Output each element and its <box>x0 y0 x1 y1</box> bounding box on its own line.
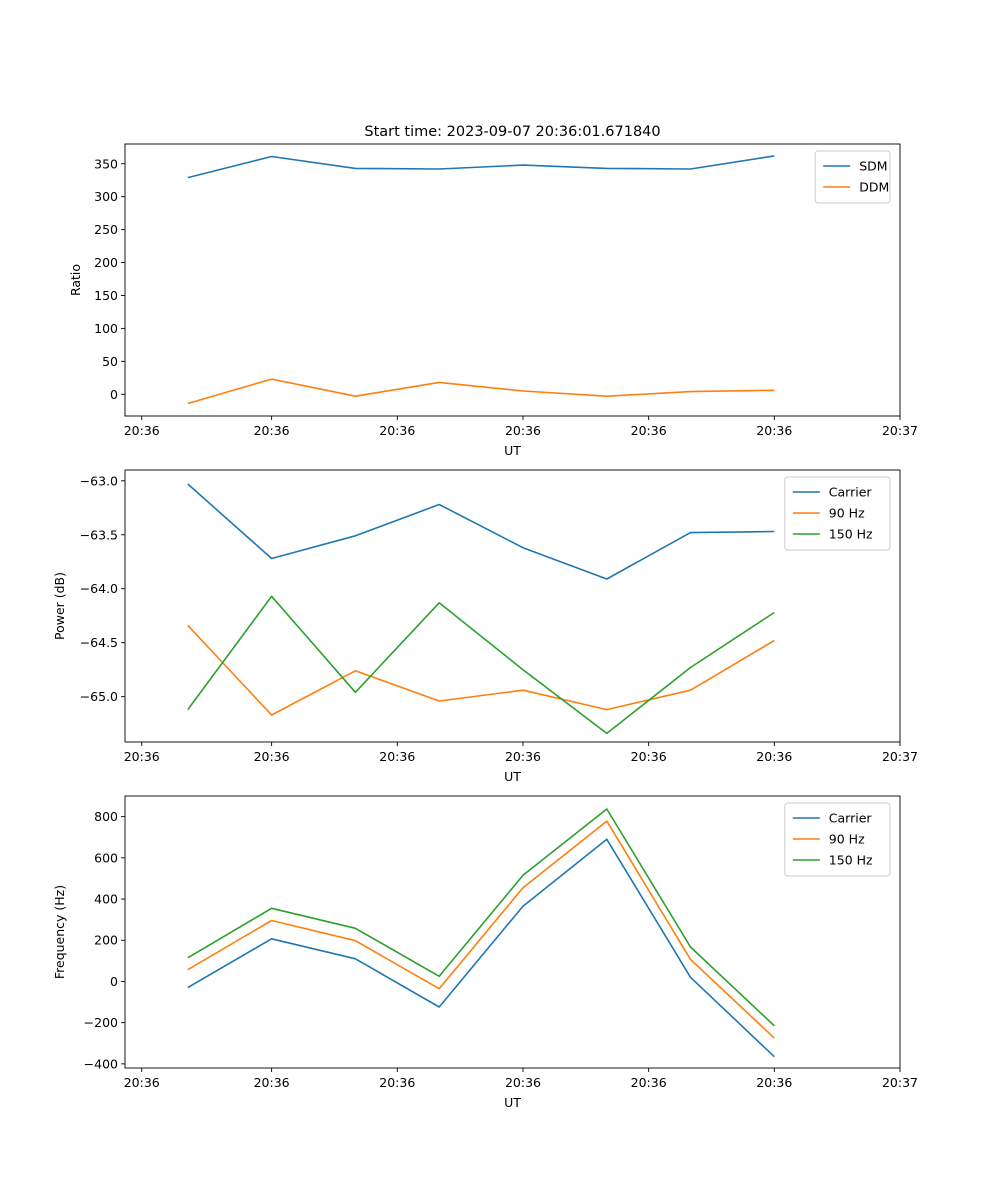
chart-title: Start time: 2023-09-07 20:36:01.671840 <box>364 124 660 140</box>
y-tick-label: 0 <box>110 387 118 402</box>
legend-label: 150 Hz <box>829 527 873 542</box>
x-tick-label: 20:36 <box>124 749 160 764</box>
x-tick-label: 20:36 <box>756 1075 792 1090</box>
y-tick-label: 200 <box>94 255 118 270</box>
x-tick-label: 20:36 <box>254 1075 290 1090</box>
x-tick-label: 20:37 <box>882 1075 918 1090</box>
y-tick-label: 350 <box>94 156 118 171</box>
series-line-ddm <box>187 378 775 405</box>
x-tick-label: 20:36 <box>254 749 290 764</box>
legend-box <box>784 476 891 551</box>
series-line-150-hz <box>187 595 775 735</box>
x-tick-label: 20:36 <box>631 423 667 438</box>
x-tick-label: 20:36 <box>631 749 667 764</box>
x-tick-label: 20:37 <box>882 749 918 764</box>
y-tick-label: −63.0 <box>80 473 118 488</box>
y-tick-label: −63.5 <box>80 527 118 542</box>
y-tick-label: 100 <box>94 321 118 336</box>
x-tick-label: 20:36 <box>505 423 541 438</box>
series-line-carrier <box>187 838 775 1058</box>
y-tick-label: 150 <box>94 288 118 303</box>
x-axis-label: UT <box>504 769 521 784</box>
legend-label: 90 Hz <box>829 506 865 521</box>
x-axis-label: UT <box>504 443 521 458</box>
x-axis-label: UT <box>504 1095 521 1110</box>
series-line-sdm <box>187 155 775 179</box>
legend-box <box>814 150 891 204</box>
y-tick-label: 50 <box>102 354 118 369</box>
x-tick-label: 20:36 <box>124 1075 160 1090</box>
y-axis-label: Ratio <box>68 264 83 296</box>
y-tick-label: 600 <box>94 850 118 865</box>
y-tick-label: −65.0 <box>80 689 118 704</box>
x-tick-label: 20:36 <box>505 1075 541 1090</box>
x-tick-label: 20:36 <box>505 749 541 764</box>
y-tick-label: 200 <box>94 933 118 948</box>
y-tick-label: −400 <box>84 1056 118 1071</box>
y-tick-label: 300 <box>94 189 118 204</box>
legend-label: DDM <box>859 180 889 195</box>
y-tick-label: 250 <box>94 222 118 237</box>
y-axis-label: Power (dB) <box>52 572 67 640</box>
legend-box <box>784 802 891 877</box>
frequency-subplot: 20:36 20:36 20:36 20:36 20:36 20:36 20:37 −400 −… <box>52 795 918 1110</box>
power-subplot: 20:36 20:36 20:36 20:36 20:36 20:36 20:37 −65.0… <box>52 469 918 784</box>
series-line-150-hz <box>187 808 775 1027</box>
y-tick-label: 800 <box>94 809 118 824</box>
y-tick-label: −200 <box>84 1015 118 1030</box>
ratio-subplot: Start time: 2023-09-07 20:36:01.671840 20… <box>68 124 918 458</box>
power-plot-area <box>125 470 900 742</box>
y-tick-label: 400 <box>94 892 118 907</box>
y-axis-label: Frequency (Hz) <box>52 885 67 979</box>
x-tick-label: 20:36 <box>756 423 792 438</box>
x-tick-label: 20:36 <box>379 1075 415 1090</box>
y-tick-label: −64.5 <box>80 635 118 650</box>
legend-label: SDM <box>859 159 887 174</box>
ratio-axes-frame <box>124 143 901 417</box>
x-tick-label: 20:36 <box>379 423 415 438</box>
ratio-plot-area <box>125 144 900 416</box>
series-line-carrier <box>187 483 775 580</box>
frequency-plot-area <box>125 796 900 1068</box>
x-tick-label: 20:36 <box>756 749 792 764</box>
frequency-axes-frame <box>124 795 901 1069</box>
series-line-90-hz <box>187 820 775 1039</box>
legend-label: 90 Hz <box>829 832 865 847</box>
x-tick-label: 20:36 <box>254 423 290 438</box>
legend-label: 150 Hz <box>829 853 873 868</box>
x-tick-label: 20:36 <box>379 749 415 764</box>
x-tick-label: 20:36 <box>124 423 160 438</box>
series-line-90-hz <box>187 624 775 716</box>
y-tick-label: −64.0 <box>80 581 118 596</box>
y-tick-label: 0 <box>110 974 118 989</box>
legend-label: Carrier <box>829 811 873 826</box>
power-axes-frame <box>124 469 901 743</box>
legend-label: Carrier <box>829 485 873 500</box>
x-tick-label: 20:37 <box>882 423 918 438</box>
x-tick-label: 20:36 <box>631 1075 667 1090</box>
